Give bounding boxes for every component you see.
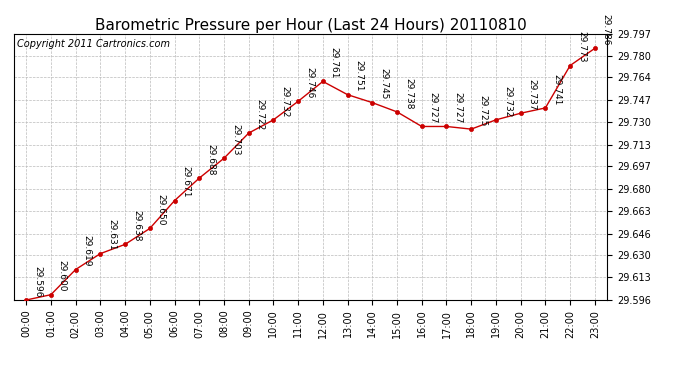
Text: 29.751: 29.751 [355, 60, 364, 92]
Text: 29.746: 29.746 [305, 67, 314, 99]
Text: 29.638: 29.638 [132, 210, 141, 242]
Text: Copyright 2011 Cartronics.com: Copyright 2011 Cartronics.com [17, 39, 170, 49]
Text: 29.738: 29.738 [404, 78, 413, 109]
Text: 29.727: 29.727 [428, 92, 437, 124]
Text: 29.671: 29.671 [181, 166, 190, 198]
Text: 29.600: 29.600 [58, 260, 67, 292]
Text: 29.688: 29.688 [206, 144, 215, 176]
Text: 29.761: 29.761 [330, 47, 339, 79]
Text: 29.773: 29.773 [577, 31, 586, 63]
Text: 29.732: 29.732 [503, 86, 512, 117]
Text: 29.725: 29.725 [478, 95, 487, 126]
Title: Barometric Pressure per Hour (Last 24 Hours) 20110810: Barometric Pressure per Hour (Last 24 Ho… [95, 18, 526, 33]
Text: 29.732: 29.732 [280, 86, 289, 117]
Text: 29.596: 29.596 [33, 266, 42, 297]
Text: 29.703: 29.703 [231, 124, 240, 156]
Text: 29.631: 29.631 [107, 219, 117, 251]
Text: 29.745: 29.745 [380, 69, 388, 100]
Text: 29.722: 29.722 [255, 99, 265, 130]
Text: 29.619: 29.619 [83, 235, 92, 267]
Text: 29.650: 29.650 [157, 194, 166, 226]
Text: 29.727: 29.727 [453, 92, 462, 124]
Text: 29.741: 29.741 [552, 74, 562, 105]
Text: 29.786: 29.786 [602, 14, 611, 45]
Text: 29.737: 29.737 [528, 79, 537, 111]
